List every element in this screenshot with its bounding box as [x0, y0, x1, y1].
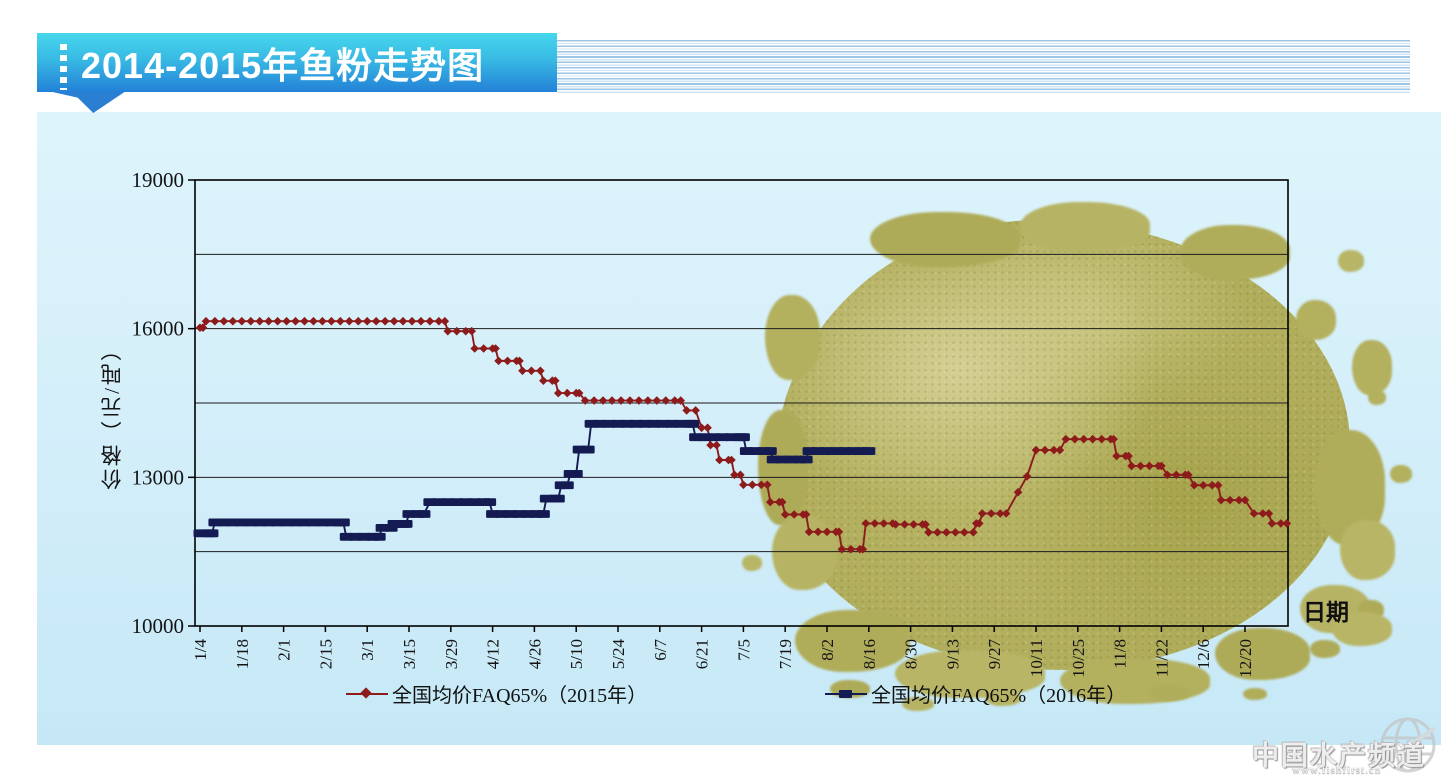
title-banner-tail — [48, 91, 126, 113]
y-axis-title: 价格（元/吨） — [100, 337, 124, 490]
pinstripes-decoration — [557, 40, 1410, 93]
watermark-url: www.fishfirst.cn — [1292, 764, 1382, 776]
legend-item-2015: 全国均价FAQ65%（2015年） — [346, 679, 647, 708]
square-marker-icon — [839, 689, 852, 698]
legend-label-2015: 全国均价FAQ65%（2015年） — [392, 685, 648, 707]
watermark: 中国水产频道 www.fishfirst.cn — [1246, 712, 1441, 780]
dotted-line-icon — [60, 44, 67, 90]
chart-panel — [37, 112, 1441, 745]
legend-item-2016: 全国均价FAQ65%（2016年） — [825, 679, 1126, 708]
title-banner: 2014-2015年鱼粉走势图 — [37, 33, 557, 92]
diamond-marker-icon — [360, 686, 372, 699]
x-axis-title: 日期 — [1303, 600, 1349, 625]
watermark-text: 中国水产频道 — [1252, 741, 1426, 771]
globe-icon — [1380, 717, 1437, 773]
page-title: 2014-2015年鱼粉走势图 — [81, 44, 485, 86]
legend-marker-2016 — [825, 687, 867, 701]
legend-label-2016: 全国均价FAQ65%（2016年） — [871, 685, 1127, 707]
legend-marker-2015 — [346, 686, 388, 701]
